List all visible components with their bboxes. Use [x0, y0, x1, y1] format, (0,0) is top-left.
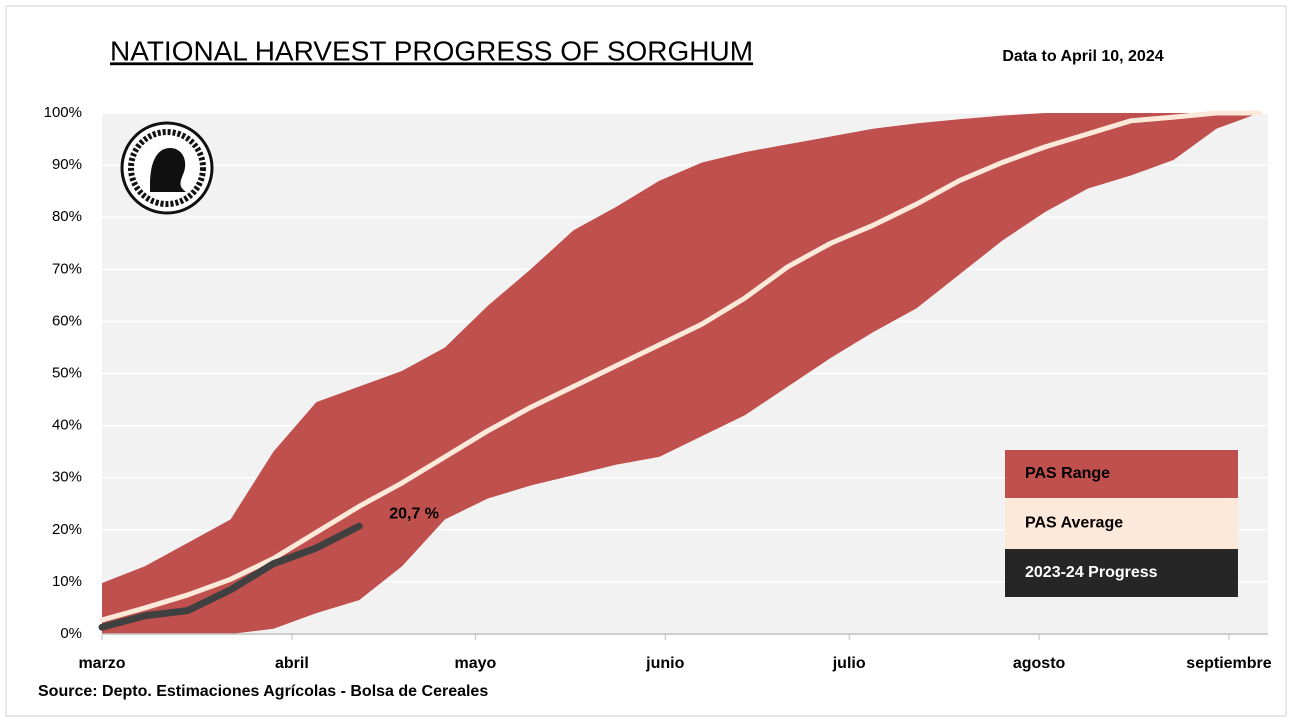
y-tick-label: 40%: [52, 417, 82, 434]
x-tick-label: marzo: [78, 655, 125, 672]
line: [99, 110, 1262, 623]
subtitle: Data to April 10, 2024: [1002, 48, 1163, 65]
y-tick-label: 10%: [52, 573, 82, 590]
y-tick-label: 50%: [52, 364, 82, 381]
x-tick-label: agosto: [1013, 655, 1066, 672]
legend-label: PAS Range: [1025, 465, 1110, 482]
logo: [120, 121, 214, 215]
x-tick-label: julio: [832, 655, 866, 672]
y-tick-label: 70%: [52, 260, 82, 277]
x-tick-label: mayo: [454, 655, 496, 672]
source: Source: Depto. Estimaciones Agrícolas - …: [38, 683, 488, 700]
y-tick-label: 100%: [44, 104, 82, 121]
x-tick-label: abril: [275, 655, 309, 672]
data-label: 20,7 %: [389, 505, 439, 522]
x-tick-label: junio: [645, 655, 684, 672]
y-tick-label: 20%: [52, 521, 82, 538]
chart-title: NATIONAL HARVEST PROGRESS OF SORGHUM: [110, 35, 753, 66]
legend-swatch: [1005, 450, 1238, 498]
x-tick-label: septiembre: [1186, 655, 1271, 672]
y-tick-label: 60%: [52, 312, 82, 329]
y-tick-label: 90%: [52, 156, 82, 173]
y-tick-label: 0%: [60, 625, 82, 642]
line: [98, 522, 363, 631]
legend-label: 2023-24 Progress: [1025, 564, 1158, 581]
y-tick-label: 30%: [52, 469, 82, 486]
legend-swatch: [1005, 549, 1238, 597]
y-tick-label: 80%: [52, 208, 82, 225]
range-area: [102, 113, 1260, 634]
legend-label: PAS Average: [1025, 515, 1123, 532]
legend-swatch: [1005, 498, 1238, 549]
